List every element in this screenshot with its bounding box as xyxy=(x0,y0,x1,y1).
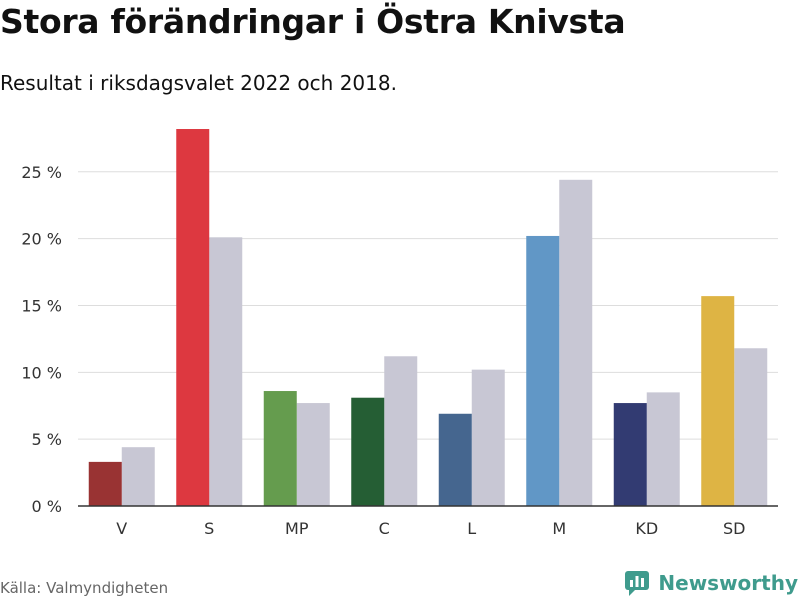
bar-2022-v xyxy=(88,461,122,506)
newsworthy-logo-icon xyxy=(625,571,650,596)
bar-2022-kd xyxy=(613,403,647,506)
bar-2022-m xyxy=(526,235,560,507)
y-tick-label: 25 % xyxy=(21,163,62,182)
bars xyxy=(88,129,768,507)
y-tick-label: 10 % xyxy=(21,363,62,382)
bar-2018-c xyxy=(384,356,418,506)
chart-title: Stora förändringar i Östra Knivsta xyxy=(0,2,626,41)
x-tick-label: MP xyxy=(285,519,309,538)
bar-2022-s xyxy=(176,129,210,506)
bar-chart: 0 % 5 % 10 % 15 % 20 % 25 % V S MP C L M KD SD xyxy=(21,129,778,538)
bar-2022-l xyxy=(438,413,472,506)
brand-logo: Newsworthy xyxy=(624,568,798,598)
y-tick-label: 20 % xyxy=(21,230,62,249)
x-tick-label: S xyxy=(204,519,214,538)
y-axis-tick-labels: 0 % 5 % 10 % 15 % 20 % 25 % xyxy=(21,163,62,516)
y-tick-label: 15 % xyxy=(21,296,62,315)
bar-2018-kd xyxy=(646,392,680,506)
source-note: Källa: Valmyndigheten xyxy=(0,579,169,597)
y-tick-label: 5 % xyxy=(32,430,62,449)
x-tick-label: V xyxy=(116,519,127,538)
bar-2018-v xyxy=(121,447,155,506)
x-tick-label: M xyxy=(552,519,566,538)
chart-subtitle: Resultat i riksdagsvalet 2022 och 2018. xyxy=(0,71,397,95)
x-tick-label: KD xyxy=(635,519,658,538)
bar-2018-sd xyxy=(734,348,768,506)
brand-name: Newsworthy xyxy=(658,571,798,595)
x-axis-tick-labels: V S MP C L M KD SD xyxy=(116,519,745,538)
y-tick-label: 0 % xyxy=(32,497,62,516)
x-tick-label: L xyxy=(467,519,476,538)
bar-2018-l xyxy=(471,369,505,506)
bar-2018-s xyxy=(209,237,243,506)
bar-2018-mp xyxy=(296,403,330,506)
x-tick-label: C xyxy=(379,519,390,538)
x-tick-label: SD xyxy=(723,519,745,538)
bar-2022-sd xyxy=(701,296,735,506)
bar-2022-mp xyxy=(263,391,297,506)
bar-2022-c xyxy=(351,397,385,506)
bar-2018-m xyxy=(559,179,593,506)
